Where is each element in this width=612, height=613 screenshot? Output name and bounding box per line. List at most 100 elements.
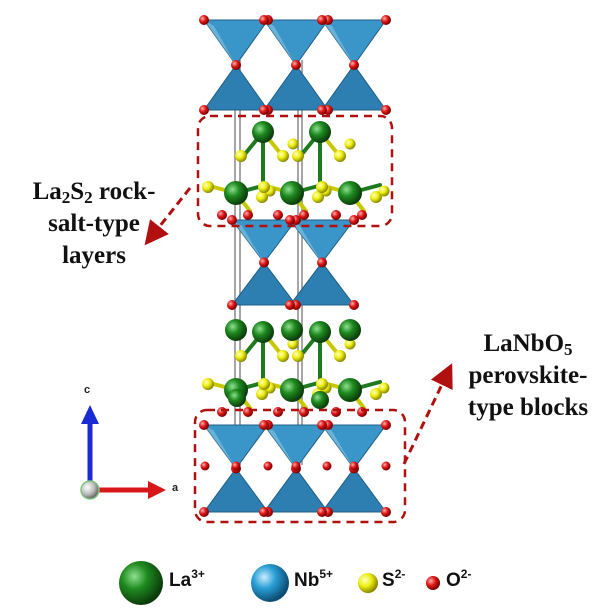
a-axis-arrowhead [148,481,166,499]
oxygen-atom [217,407,227,417]
oxygen-atom [199,420,209,430]
sulfur-atom [312,191,324,203]
nbo6-octahedra [203,19,387,513]
lanthanum-atom [309,321,331,343]
sulfur-atom [258,378,270,390]
sulfur-atom [258,181,270,193]
rocksalt-arrow [144,187,192,246]
lanthanum-atom [280,181,304,205]
oxygen-atom [357,407,367,417]
sulfur-atom [316,181,328,193]
la-s-bonds [204,130,382,410]
sulfur-atom [287,338,299,350]
rocksalt-label-line3: layers [62,242,126,269]
axis-indicator [80,405,166,500]
octahedron [203,467,269,513]
lanthanum-atom [339,319,361,341]
sulfur-atom [287,138,299,150]
lanthanum-atom [311,391,329,409]
oxygen-atom [259,420,269,430]
octahedron-highlight [204,425,236,469]
oxygen-atom [199,15,209,25]
perovskite-arrow [402,363,453,465]
rocksalt-label-line2: salt-type [48,210,140,237]
sulfur-atom [235,350,247,362]
legend-s-label: S2- [382,567,406,591]
oxygen-atom [291,60,301,70]
octahedron-highlight [204,20,236,65]
oxygen-atom [259,507,269,517]
octahedron-highlight [322,425,354,469]
octahedron-highlight [322,20,354,65]
oxygen-atom [243,210,253,220]
oxygen-atom [349,215,359,225]
perovskite-label: LaNbO5 perovskite- type blocks [444,328,612,424]
oxygen-atom [349,461,359,471]
oxygen-atom [285,300,295,310]
oxygen-atom [317,257,327,268]
legend-nb-sphere [251,564,289,602]
octahedron [203,64,269,111]
oxygen-atom [243,407,253,417]
oxygen-atom [322,461,332,471]
octahedron [321,64,387,111]
oxygen-atom [231,461,241,471]
lanthanum-atom [252,321,274,343]
oxygen-atom [381,15,391,25]
oxygen-atom [227,300,237,310]
oxygen-atom [357,210,367,220]
lanthanum-atom [309,121,331,143]
octahedron-highlight [290,220,322,263]
oxygen-atom [299,407,309,417]
sulfur-atom [370,191,382,203]
lanthanum-atom [225,319,247,341]
legend-s-sphere [358,573,378,593]
oxygen-atom [381,105,391,115]
sulfur-atom [370,388,382,400]
oxygen-atom [259,105,269,115]
oxygen-atom [227,215,237,225]
sulfur-atom [316,378,328,390]
legend-la-label: La3+ [169,567,205,591]
oxygen-atom [263,461,273,471]
lanthanum-atom [228,389,246,407]
legend-la-sphere [119,561,163,605]
oxygen-atom [331,210,341,220]
lanthanum-atom [281,319,303,341]
oxygen-atom [381,507,391,517]
lanthanum-atom [280,378,304,402]
oxygen-atom [285,215,295,225]
oxygen-atom [273,210,283,220]
oxygen-atom [299,210,309,220]
legend-o-label: O2- [446,567,472,591]
oxygen-atom [291,461,301,471]
octahedron [263,64,329,111]
legend-spheres [119,561,440,605]
sulfur-atom [344,138,356,150]
octahedron [321,467,387,513]
rocksalt-label: La2S2 rock- salt-type layers [4,176,184,272]
perovskite-label-line1: LaNbO5 [483,330,573,359]
oxygen-atom [381,420,391,430]
perovskite-block-highlight [193,408,407,524]
oxygen-atom [317,105,327,115]
oxygen-atom [317,15,327,25]
oxygen-atom [331,407,341,417]
sulfur-atom [334,150,346,162]
lanthanum-atom [252,121,274,143]
sulfur-atom [292,150,304,162]
perovskite-label-line2: perovskite- [468,362,588,389]
atoms [199,15,391,517]
oxygen-atom [273,407,283,417]
sulfur-atom [334,350,346,362]
oxygen-atom [199,105,209,115]
legend-nb-label: Nb5+ [294,567,334,591]
oxygen-atom [217,210,227,220]
sulfur-atom [378,382,390,394]
oxygen-atom [349,60,359,70]
oxygen-atom [199,507,209,517]
lanthanum-atom [224,181,248,205]
oxygen-atom [200,461,210,471]
oxygen-atom [317,420,327,430]
